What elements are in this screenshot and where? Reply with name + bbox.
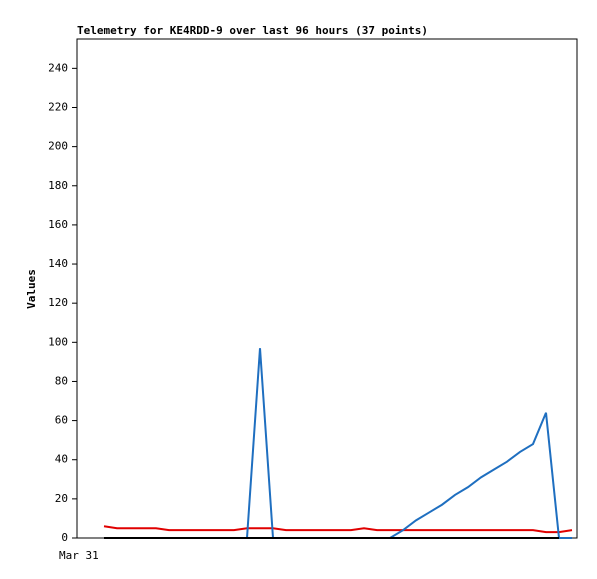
y-tick-label: 240: [48, 61, 68, 74]
y-tick-label: 180: [48, 179, 68, 192]
y-tick-label: 200: [48, 140, 68, 153]
y-tick-label: 160: [48, 218, 68, 231]
y-tick-label: 100: [48, 335, 68, 348]
y-tick-label: 120: [48, 296, 68, 309]
y-tick-label: 40: [55, 453, 68, 466]
chart-title: Telemetry for KE4RDD-9 over last 96 hour…: [77, 24, 428, 37]
y-tick-label: 20: [55, 492, 68, 505]
line-series: [103, 525, 573, 534]
x-tick-label: Mar 31: [59, 549, 99, 562]
y-tick-label: 220: [48, 100, 68, 113]
y-tick-label: 60: [55, 414, 68, 427]
y-tick-label: 80: [55, 374, 68, 387]
y-axis-label: Values: [25, 269, 38, 309]
y-tick-label: 140: [48, 257, 68, 270]
y-tick-label: 0: [61, 531, 68, 544]
